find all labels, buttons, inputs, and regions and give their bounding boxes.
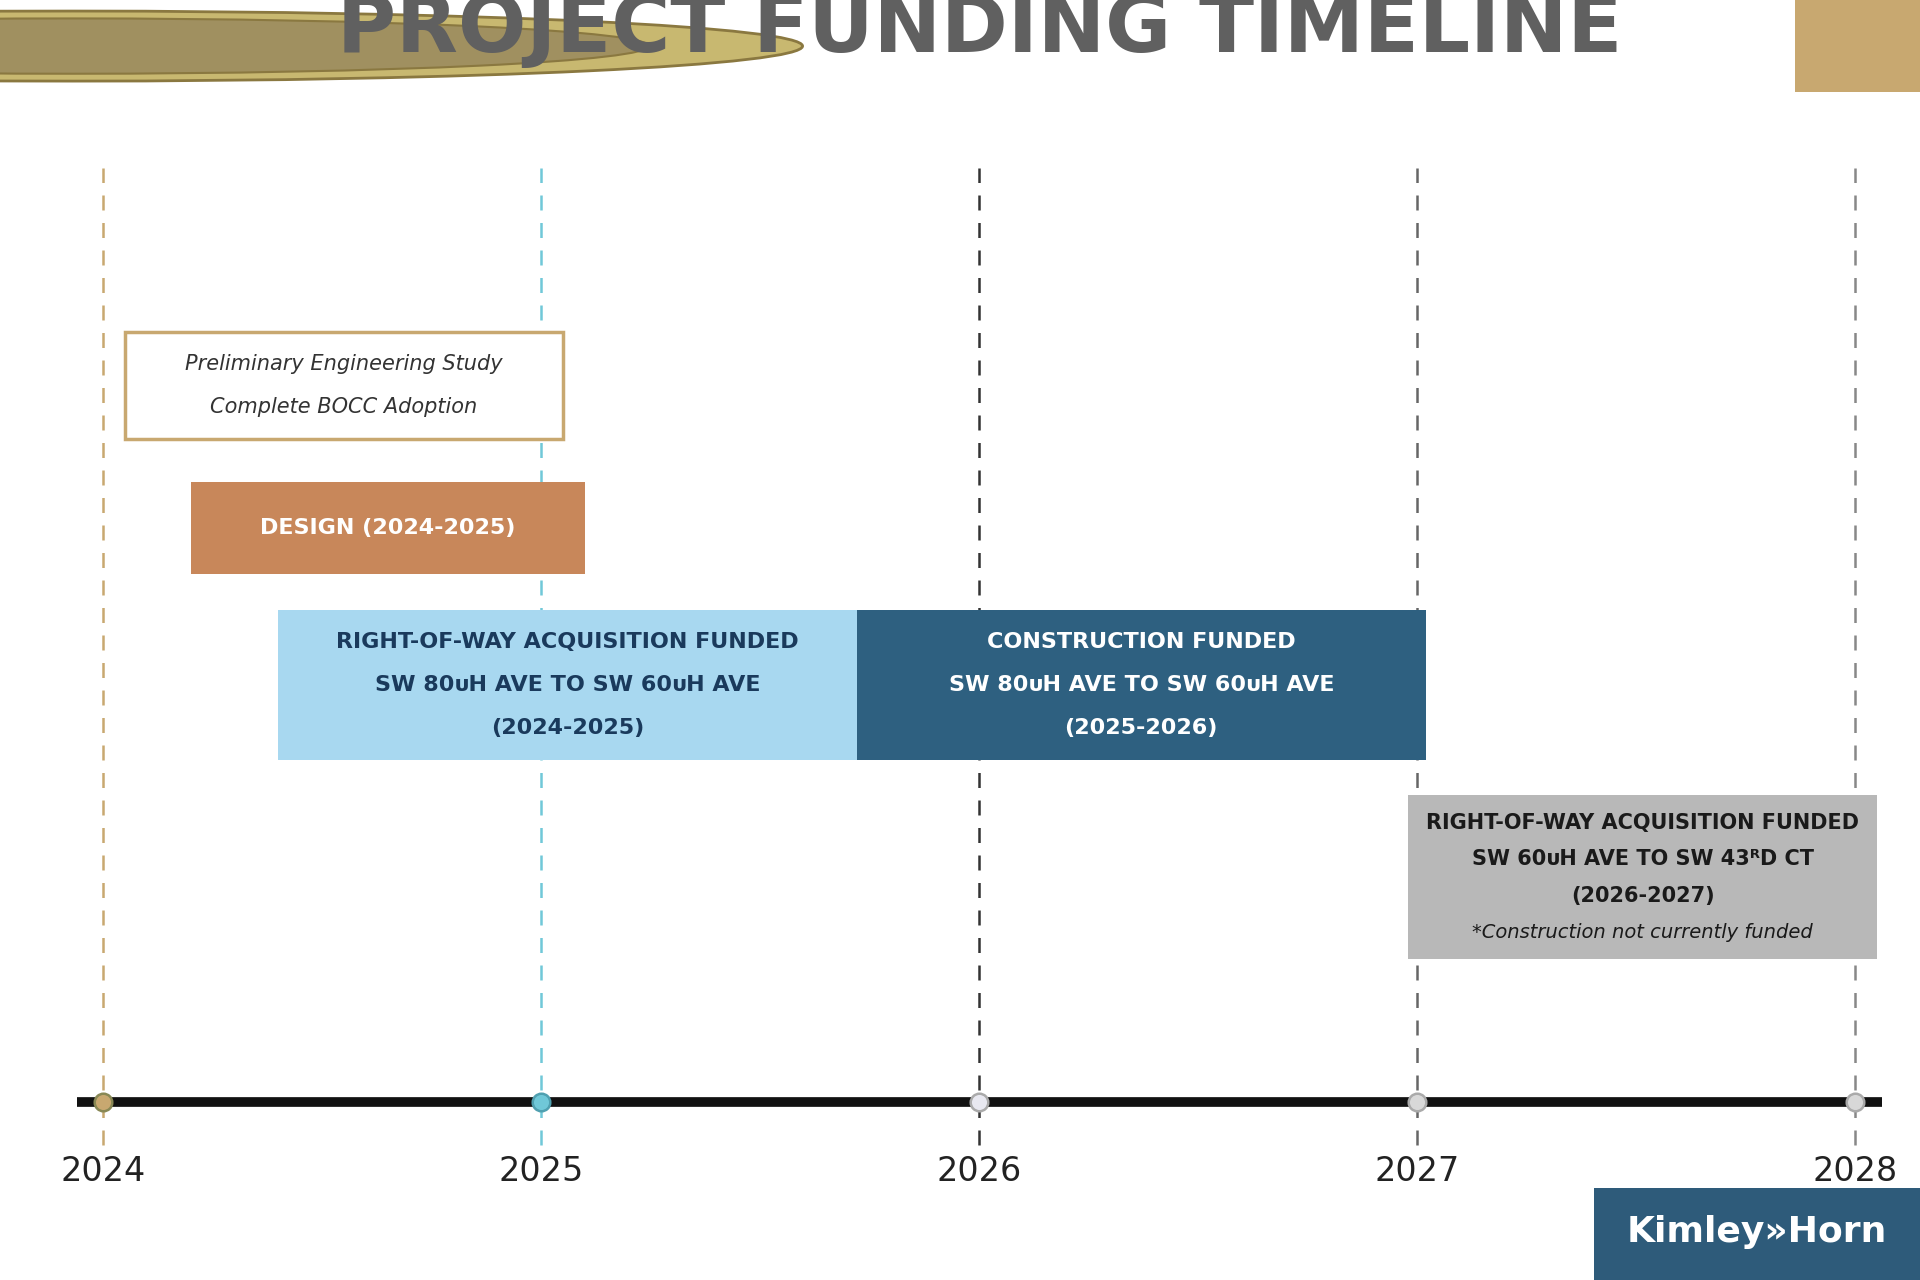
Text: (2026-2027): (2026-2027) [1571,886,1715,906]
Text: 2024: 2024 [60,1155,146,1188]
Text: CONSTRUCTION FUNDED: CONSTRUCTION FUNDED [987,632,1296,652]
Point [1402,1092,1432,1112]
Text: RIGHT-OF-WAY ACQUISITION FUNDED: RIGHT-OF-WAY ACQUISITION FUNDED [336,632,799,652]
Text: 2026: 2026 [937,1155,1021,1188]
Point [526,1092,557,1112]
Point [88,1092,119,1112]
Text: Complete BOCC Adoption: Complete BOCC Adoption [211,397,478,417]
Bar [278,611,856,760]
Text: 2028: 2028 [1812,1155,1897,1188]
Bar [190,481,586,575]
Text: Preliminary Engineering Study: Preliminary Engineering Study [184,355,503,374]
Text: SW 38th Street / SW 40th Street Preliminary Engineering Report: SW 38th Street / SW 40th Street Prelimin… [163,26,1580,63]
Bar [1795,0,1920,92]
Text: *Construction not currently funded: *Construction not currently funded [1473,923,1812,942]
Text: DESIGN (2024-2025): DESIGN (2024-2025) [259,518,515,538]
Text: SW 60ᴜH AVE TO SW 43ᴿD CT: SW 60ᴜH AVE TO SW 43ᴿD CT [1473,849,1814,869]
Text: SW 80ᴜH AVE TO SW 60ᴜH AVE: SW 80ᴜH AVE TO SW 60ᴜH AVE [374,675,760,695]
Text: PROJECT FUNDING TIMELINE: PROJECT FUNDING TIMELINE [336,0,1622,69]
Text: (2024-2025): (2024-2025) [492,718,643,737]
Circle shape [0,12,803,81]
Bar [125,332,563,439]
Bar [856,611,1427,760]
Bar [1409,795,1878,960]
Text: Kimley»Horn: Kimley»Horn [1626,1215,1887,1249]
Point [964,1092,995,1112]
Text: 2025: 2025 [499,1155,584,1188]
Bar [1594,1188,1920,1280]
Text: (2025-2026): (2025-2026) [1064,718,1217,737]
Text: RIGHT-OF-WAY ACQUISITION FUNDED: RIGHT-OF-WAY ACQUISITION FUNDED [1427,813,1859,833]
Circle shape [0,18,649,74]
Text: SW 80ᴜH AVE TO SW 60ᴜH AVE: SW 80ᴜH AVE TO SW 60ᴜH AVE [948,675,1334,695]
Point [1839,1092,1870,1112]
Text: 2027: 2027 [1375,1155,1459,1188]
